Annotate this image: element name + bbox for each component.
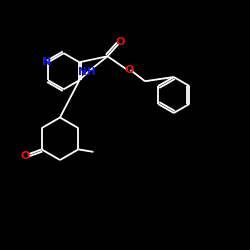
Text: NH: NH [78, 67, 96, 77]
Text: O: O [115, 37, 125, 47]
Text: O: O [21, 151, 30, 161]
Text: N: N [42, 57, 51, 67]
Text: O: O [124, 65, 134, 75]
